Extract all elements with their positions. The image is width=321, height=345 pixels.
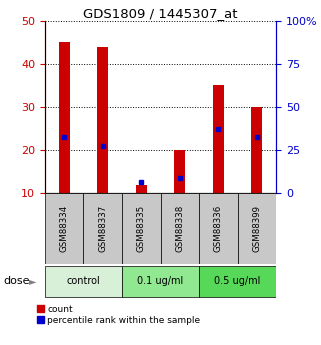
Bar (160, 193, 199, 264)
Bar (213, 86, 224, 193)
Bar (174, 150, 185, 193)
Legend: count, percentile rank within the sample: count, percentile rank within the sample (37, 305, 201, 325)
Bar (199, 193, 238, 264)
Text: GSM88334: GSM88334 (60, 205, 69, 252)
Bar (45, 266, 122, 297)
Bar (122, 193, 160, 264)
Text: GSM88335: GSM88335 (137, 205, 146, 252)
Text: control: control (66, 276, 100, 286)
Text: 0.5 ug/ml: 0.5 ug/ml (214, 276, 261, 286)
Text: ►: ► (29, 276, 36, 286)
Text: 0.1 ug/ml: 0.1 ug/ml (137, 276, 184, 286)
Bar (238, 193, 276, 264)
Bar (136, 185, 147, 193)
Bar (59, 42, 70, 193)
Bar (122, 266, 199, 297)
Bar (199, 266, 276, 297)
Text: GSM88337: GSM88337 (98, 205, 107, 252)
Text: GSM88338: GSM88338 (175, 205, 184, 252)
Bar (45, 193, 83, 264)
Bar (83, 193, 122, 264)
Bar (97, 47, 108, 193)
Text: GSM88336: GSM88336 (214, 205, 223, 252)
Text: GSM88399: GSM88399 (252, 205, 261, 252)
Title: GDS1809 / 1445307_at: GDS1809 / 1445307_at (83, 7, 238, 20)
Text: dose: dose (3, 276, 30, 286)
Bar (251, 107, 262, 193)
